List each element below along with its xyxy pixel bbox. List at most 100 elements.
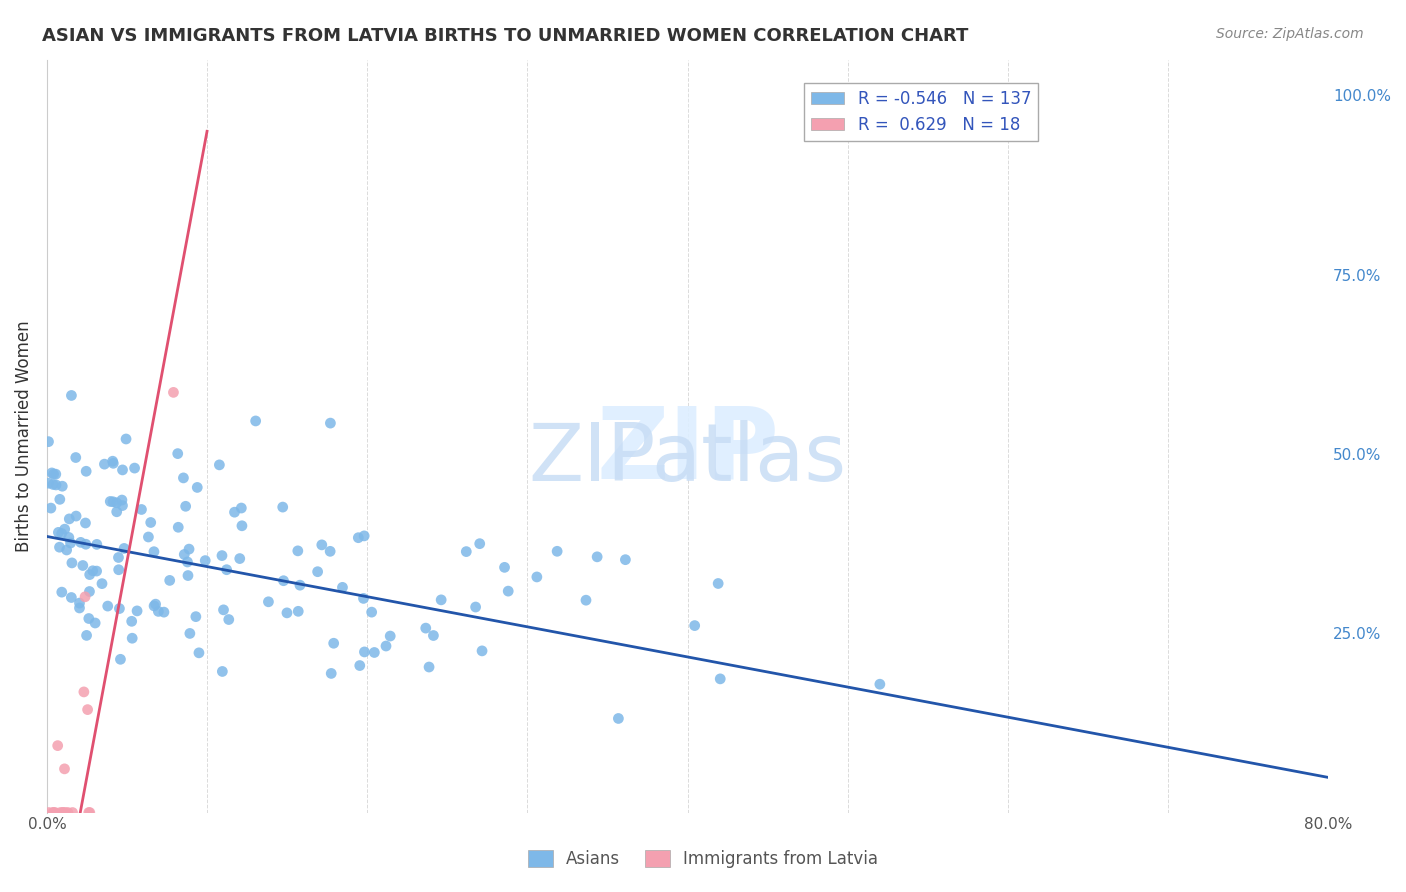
Point bbox=[287, 604, 309, 618]
Legend: Asians, Immigrants from Latvia: Asians, Immigrants from Latvia bbox=[522, 843, 884, 875]
Text: ZIP: ZIP bbox=[596, 402, 779, 500]
Point bbox=[162, 385, 184, 400]
Point bbox=[494, 560, 516, 574]
Point bbox=[79, 584, 101, 599]
Point bbox=[353, 529, 375, 543]
Point bbox=[51, 585, 73, 599]
Point bbox=[110, 652, 132, 666]
Point bbox=[112, 541, 135, 556]
Legend: R = -0.546   N = 137, R =  0.629   N = 18: R = -0.546 N = 137, R = 0.629 N = 18 bbox=[804, 83, 1038, 141]
Point bbox=[82, 564, 104, 578]
Point bbox=[430, 592, 453, 607]
Point bbox=[111, 463, 134, 477]
Point bbox=[683, 618, 706, 632]
Point bbox=[101, 495, 124, 509]
Point bbox=[211, 665, 233, 679]
Point bbox=[360, 605, 382, 619]
Point bbox=[607, 711, 630, 725]
Point bbox=[86, 564, 108, 578]
Point bbox=[79, 567, 101, 582]
Point bbox=[79, 805, 101, 820]
Point bbox=[115, 432, 138, 446]
Point bbox=[167, 520, 190, 534]
Point bbox=[42, 805, 65, 820]
Point bbox=[38, 805, 60, 820]
Point bbox=[215, 563, 238, 577]
Point bbox=[231, 518, 253, 533]
Text: ASIAN VS IMMIGRANTS FROM LATVIA BIRTHS TO UNMARRIED WOMEN CORRELATION CHART: ASIAN VS IMMIGRANTS FROM LATVIA BIRTHS T… bbox=[42, 27, 969, 45]
Point bbox=[60, 591, 83, 605]
Point bbox=[69, 596, 91, 610]
Point bbox=[125, 604, 148, 618]
Point bbox=[418, 660, 440, 674]
Point bbox=[41, 466, 63, 480]
Point bbox=[869, 677, 891, 691]
Point bbox=[77, 611, 100, 625]
Point bbox=[166, 447, 188, 461]
Point bbox=[271, 500, 294, 514]
Point bbox=[69, 601, 91, 615]
Point bbox=[60, 556, 83, 570]
Point bbox=[52, 805, 75, 820]
Point bbox=[186, 480, 208, 494]
Point bbox=[159, 574, 181, 588]
Point bbox=[45, 467, 67, 482]
Point bbox=[58, 531, 80, 545]
Point bbox=[177, 542, 200, 557]
Y-axis label: Births to Unmarried Women: Births to Unmarried Women bbox=[15, 320, 32, 552]
Point bbox=[65, 450, 87, 465]
Point bbox=[245, 414, 267, 428]
Point bbox=[322, 636, 344, 650]
Point bbox=[188, 646, 211, 660]
Point bbox=[49, 492, 72, 507]
Point bbox=[76, 628, 98, 642]
Point bbox=[75, 464, 97, 478]
Point bbox=[321, 666, 343, 681]
Point bbox=[131, 502, 153, 516]
Point bbox=[59, 536, 82, 550]
Point bbox=[37, 434, 59, 449]
Point bbox=[468, 536, 491, 550]
Point bbox=[77, 805, 100, 820]
Point bbox=[415, 621, 437, 635]
Point bbox=[138, 530, 160, 544]
Point bbox=[176, 555, 198, 569]
Point bbox=[72, 558, 94, 573]
Point bbox=[53, 762, 76, 776]
Text: ZIPatlas: ZIPatlas bbox=[460, 402, 915, 500]
Point bbox=[142, 545, 165, 559]
Point bbox=[93, 457, 115, 471]
Point bbox=[347, 531, 370, 545]
Point bbox=[546, 544, 568, 558]
Point bbox=[48, 540, 70, 554]
Point bbox=[97, 599, 120, 613]
Point bbox=[91, 576, 114, 591]
Point bbox=[143, 599, 166, 613]
Point bbox=[62, 805, 84, 820]
Point bbox=[105, 496, 128, 510]
Text: ZIPatlas: ZIPatlas bbox=[529, 419, 846, 498]
Point bbox=[108, 601, 131, 615]
Point bbox=[107, 563, 129, 577]
Point bbox=[75, 590, 97, 604]
Point bbox=[103, 456, 125, 470]
Point bbox=[231, 501, 253, 516]
Point bbox=[75, 516, 97, 530]
Point bbox=[174, 500, 197, 514]
Point bbox=[56, 805, 79, 820]
Point bbox=[229, 551, 252, 566]
Point bbox=[464, 600, 486, 615]
Point bbox=[288, 578, 311, 592]
Point bbox=[575, 593, 598, 607]
Point bbox=[55, 805, 77, 820]
Point bbox=[153, 605, 176, 619]
Point bbox=[84, 615, 107, 630]
Point bbox=[319, 544, 342, 558]
Point bbox=[39, 501, 62, 516]
Point bbox=[319, 416, 342, 430]
Point bbox=[353, 591, 375, 606]
Point bbox=[76, 703, 98, 717]
Point bbox=[363, 645, 385, 659]
Point bbox=[173, 548, 195, 562]
Point bbox=[177, 568, 200, 582]
